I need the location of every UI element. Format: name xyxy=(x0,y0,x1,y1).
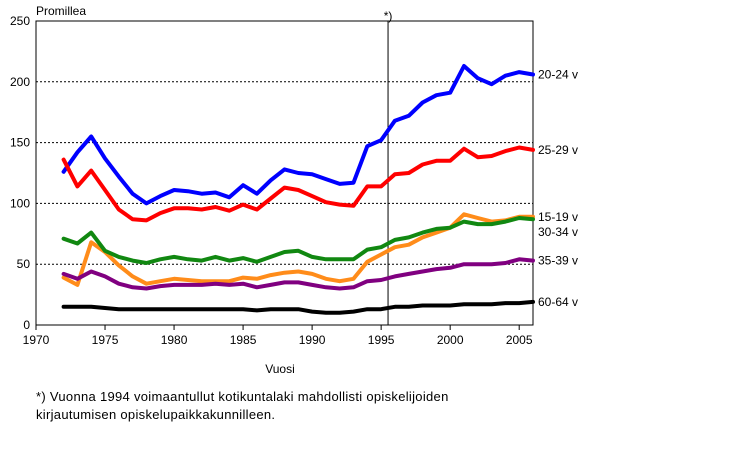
y-axis-title: Promillea xyxy=(36,4,86,18)
x-tick-label: 1980 xyxy=(161,333,188,347)
series-line xyxy=(61,299,535,315)
series-line xyxy=(61,145,535,223)
x-tick-label: 1995 xyxy=(368,333,395,347)
series-label: 35-39 v xyxy=(538,254,578,268)
series-line xyxy=(61,212,535,287)
series-labels: 20-24 v 25-29 v 15-19 v30-34 v 35-39 v 60-64… xyxy=(538,68,578,309)
y-tick-label: 250 xyxy=(10,14,30,28)
x-tick-label: 1975 xyxy=(92,333,119,347)
series-label: 60-64 v xyxy=(538,295,578,309)
chart: 0 50 100 150 200 250 1970 1975 1980 1985 1990 1995… xyxy=(10,4,578,376)
x-axis-title: Vuosi xyxy=(265,362,295,376)
gridlines xyxy=(36,81,533,265)
x-axis: 1970 1975 1980 1985 1990 1995 2000 2005 xyxy=(23,325,533,347)
y-tick-label: 50 xyxy=(17,257,31,271)
series-line xyxy=(61,64,535,206)
y-tick-label: 200 xyxy=(10,75,30,89)
x-tick-label: 2000 xyxy=(437,333,464,347)
x-tick-label: 2005 xyxy=(506,333,533,347)
series-line xyxy=(61,216,535,265)
plot-area xyxy=(35,20,534,326)
y-axis: 0 50 100 150 200 250 xyxy=(10,14,30,332)
footnote: *) Vuonna 1994 voimaantullut kotikuntala… xyxy=(36,388,556,424)
footnote-line-2: kirjautumisen opiskelupaikkakunnilleen. xyxy=(36,407,276,422)
plot-border xyxy=(35,20,534,326)
y-tick-label: 150 xyxy=(10,136,30,150)
series-label: 25-29 v xyxy=(538,143,578,157)
series-label: 15-19 v xyxy=(538,210,578,224)
marker-label: *) xyxy=(384,9,393,23)
y-tick-label: 0 xyxy=(23,318,30,332)
series-lines xyxy=(61,64,535,315)
x-tick-label: 1970 xyxy=(23,333,50,347)
series-line xyxy=(61,257,535,291)
series-label: 30-34 v xyxy=(538,225,578,239)
y-tick-label: 100 xyxy=(10,196,30,210)
x-tick-label: 1990 xyxy=(299,333,326,347)
x-tick-label: 1985 xyxy=(230,333,257,347)
footnote-line-1: *) Vuonna 1994 voimaantullut kotikuntala… xyxy=(36,389,449,404)
series-label: 20-24 v xyxy=(538,68,578,82)
